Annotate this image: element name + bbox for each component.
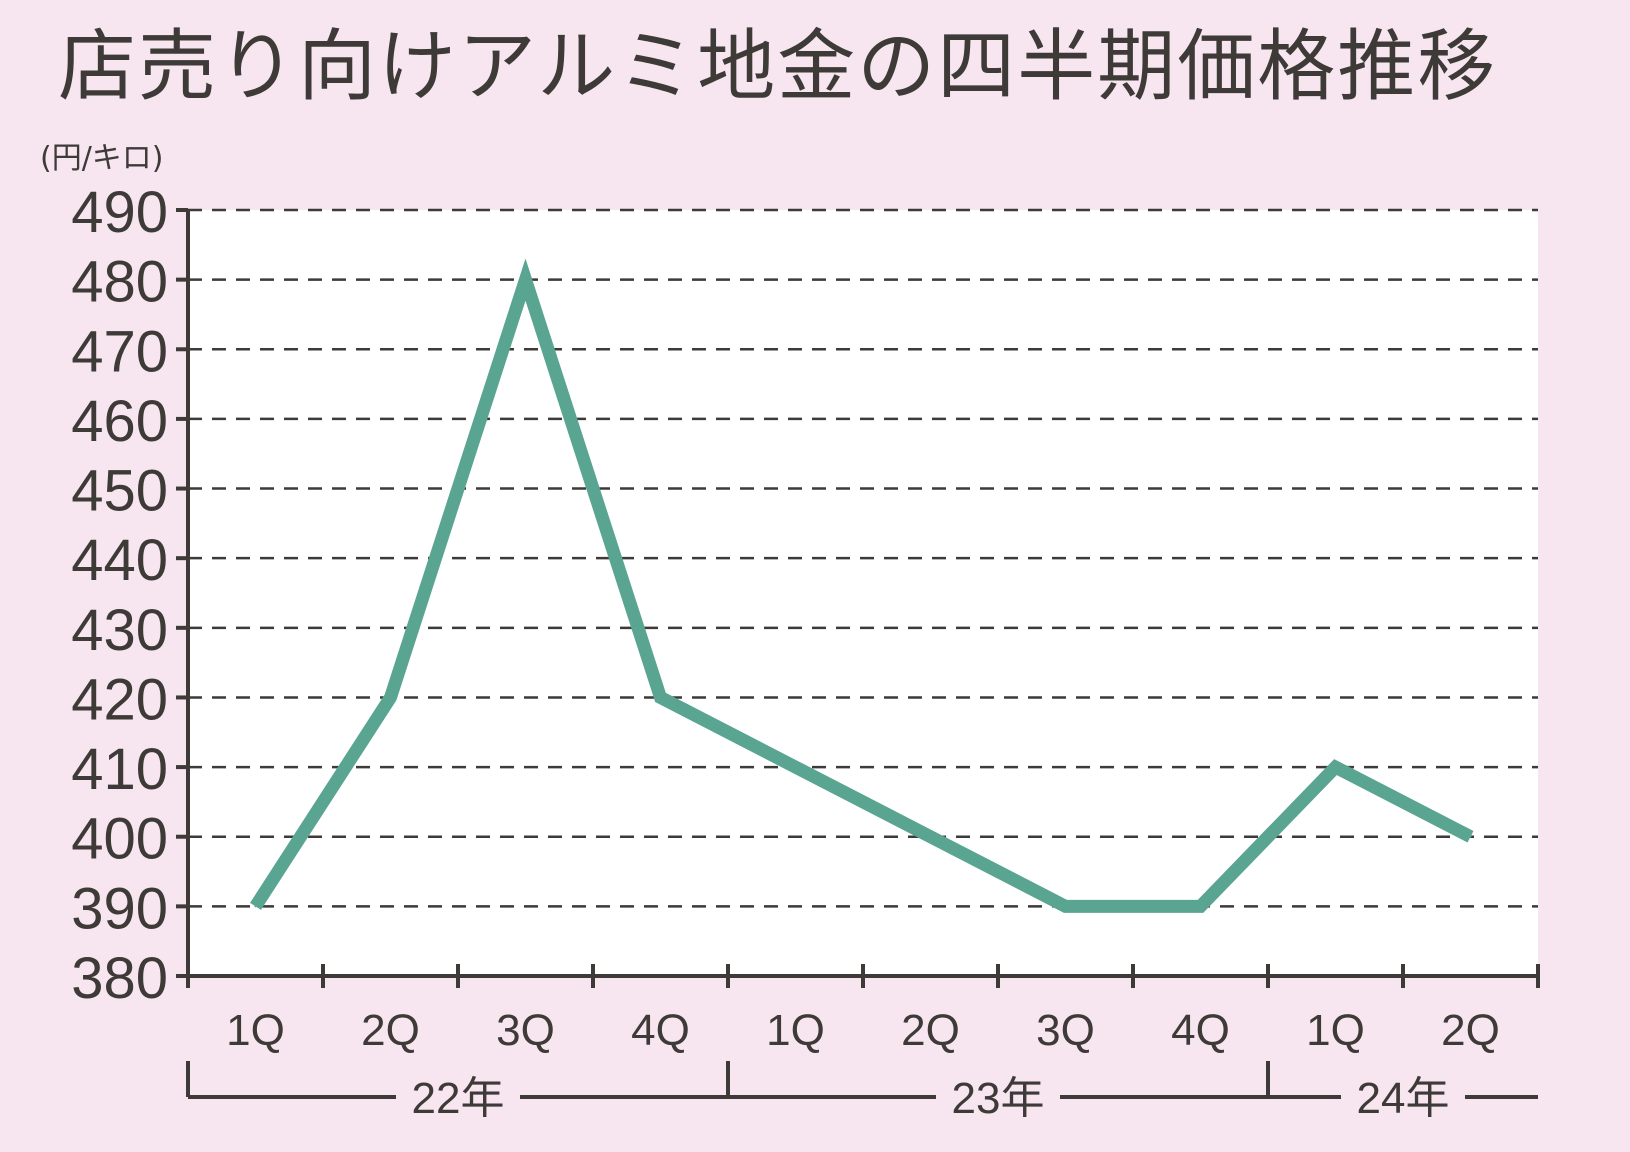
y-tick-label-460: 460 [71,389,168,454]
x-tick-label-8: 1Q [1306,1006,1365,1055]
x-tick-label-6: 3Q [1036,1006,1095,1055]
y-tick-label-490: 490 [71,180,168,245]
x-tick-label-4: 1Q [766,1006,825,1055]
data-point-0 [254,905,257,908]
x-tick-label-9: 2Q [1441,1006,1500,1055]
data-point-2 [524,278,527,281]
y-tick-label-380: 380 [71,946,168,1011]
data-point-1 [389,696,392,699]
data-point-5 [929,835,932,838]
y-tick-label-400: 400 [71,807,168,872]
x-axis: 1Q 2Q 3Q 4Q 1Q 2Q 3Q 4Q 1Q 2Q [186,964,1540,1055]
grid-lines [188,208,1538,908]
y-tick-label-440: 440 [71,528,168,593]
x-tick-label-5: 2Q [901,1006,960,1055]
year-group-label-2: 24年 [1357,1074,1450,1123]
y-tick-label-390: 390 [71,876,168,941]
data-point-8 [1334,766,1337,769]
x-tick-label-0: 1Q [226,1006,285,1055]
x-tick-label-3: 4Q [631,1006,690,1055]
data-point-9 [1469,835,1472,838]
data-point-7 [1199,905,1202,908]
series-line-0 [250,258,1474,913]
series-layer [250,258,1474,913]
year-group-label-1: 23年 [952,1074,1045,1123]
y-tick-label-480: 480 [71,250,168,315]
year-group-label-0: 22年 [412,1074,505,1123]
y-tick-label-450: 450 [71,459,168,524]
data-point-6 [1064,905,1067,908]
y-tick-label-430: 430 [71,598,168,663]
data-point-4 [794,766,797,769]
y-tick-label-470: 470 [71,319,168,384]
data-point-3 [659,696,662,699]
y-tick-label-410: 410 [71,737,168,802]
y-tick-label-420: 420 [71,667,168,732]
x-tick-label-1: 2Q [361,1006,420,1055]
x-tick-label-7: 4Q [1171,1006,1230,1055]
x-tick-label-2: 3Q [496,1006,555,1055]
y-axis-unit-label: (円/キロ) [40,141,164,176]
year-group-axis: 22年 23年 24年 [186,1061,1538,1123]
chart-title: 店売り向けアルミ地金の四半期価格推移 [58,22,1498,112]
plot-area [188,210,1538,976]
